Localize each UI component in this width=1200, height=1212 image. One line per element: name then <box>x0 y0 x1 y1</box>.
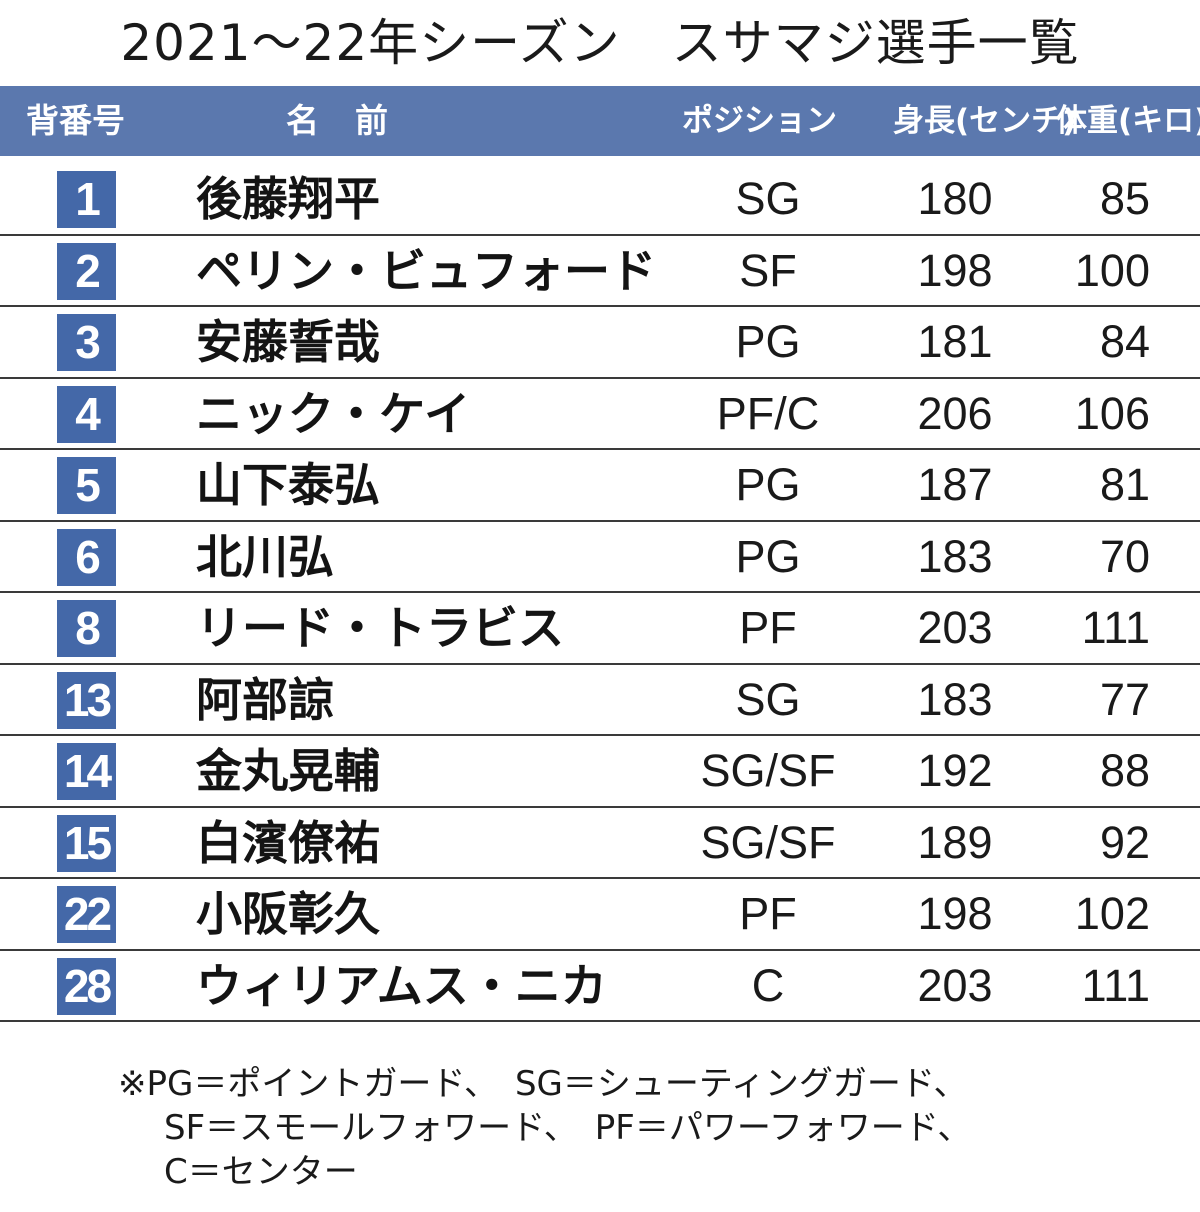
player-name: 白濱僚祐 <box>196 815 380 870</box>
table-row: 2 ペリン・ビュフォード SF 198 100 <box>0 236 1200 307</box>
player-position: SF <box>739 244 797 296</box>
player-height: 198 <box>917 244 993 296</box>
player-weight: 111 <box>1081 959 1150 1011</box>
legend-line-1: ※PG＝ポイントガード、 SG＝シューティングガード、 <box>118 1064 968 1104</box>
player-weight: 111 <box>1081 602 1150 653</box>
player-name: 後藤翔平 <box>196 172 380 226</box>
table-row: 4 ニック・ケイ PF/C 206 106 <box>0 379 1200 450</box>
jersey-number-badge: 4 <box>57 385 116 443</box>
player-height: 183 <box>917 673 993 725</box>
player-name: ニック・ケイ <box>196 386 471 441</box>
player-height: 180 <box>917 173 993 224</box>
player-height: 203 <box>917 602 993 653</box>
jersey-number-badge: 1 <box>57 171 116 228</box>
player-weight: 81 <box>1099 459 1150 510</box>
position-legend: ※PG＝ポイントガード、 SG＝シューティングガード、 SF＝スモールフォワード… <box>118 1062 971 1194</box>
column-header-height: 身長(センチ) <box>893 103 1077 139</box>
player-weight: 100 <box>1074 244 1150 296</box>
legend-line-2: SF＝スモールフォワード、 PF＝パワーフォワード、 <box>164 1108 972 1148</box>
column-header-number: 背番号 <box>26 101 125 140</box>
player-height: 187 <box>917 459 993 510</box>
jersey-number-badge: 13 <box>57 671 116 729</box>
player-name: 金丸晃輔 <box>196 744 380 798</box>
player-position: SG <box>735 173 801 224</box>
player-weight: 70 <box>1099 530 1150 582</box>
player-height: 206 <box>917 387 993 439</box>
table-row: 3 安藤誓哉 PG 181 84 <box>0 307 1200 379</box>
player-name: 北川弘 <box>196 529 334 584</box>
player-name: 小阪彰久 <box>196 887 380 941</box>
player-position: SG/SF <box>700 816 836 868</box>
player-weight: 85 <box>1099 173 1150 224</box>
table-row: 5 山下泰弘 PG 187 81 <box>0 450 1200 522</box>
player-height: 181 <box>917 316 993 367</box>
table-row: 14 金丸晃輔 SG/SF 192 88 <box>0 736 1200 808</box>
player-height: 198 <box>917 888 993 939</box>
table-row: 13 阿部諒 SG 183 77 <box>0 665 1200 736</box>
player-weight: 84 <box>1099 316 1150 367</box>
player-height: 192 <box>917 745 993 796</box>
player-position: PG <box>735 530 801 582</box>
jersey-number-badge: 8 <box>57 600 116 657</box>
table-row: 6 北川弘 PG 183 70 <box>0 522 1200 593</box>
player-weight: 106 <box>1074 387 1150 439</box>
player-weight: 92 <box>1099 816 1150 868</box>
jersey-number-badge: 3 <box>57 314 116 371</box>
jersey-number-badge: 14 <box>57 743 116 800</box>
player-name: 阿部諒 <box>196 672 334 727</box>
player-weight: 88 <box>1099 745 1150 796</box>
player-position: PF <box>739 888 797 939</box>
jersey-number-badge: 22 <box>57 886 116 943</box>
player-weight: 77 <box>1099 673 1150 725</box>
table-row: 1 後藤翔平 SG 180 85 <box>0 164 1200 236</box>
player-name: ウィリアムス・ニカ <box>196 958 607 1013</box>
table-row: 8 リード・トラビス PF 203 111 <box>0 593 1200 665</box>
player-height: 189 <box>917 816 993 868</box>
player-table: 1 後藤翔平 SG 180 85 2 ペリン・ビュフォード SF 198 100… <box>0 164 1200 1022</box>
column-header-weight: 体重(キロ) <box>1056 103 1200 139</box>
table-row: 28 ウィリアムス・ニカ C 203 111 <box>0 951 1200 1022</box>
player-position: PF <box>739 602 797 653</box>
player-name: リード・トラビス <box>196 601 564 655</box>
jersey-number-badge: 5 <box>57 457 116 514</box>
player-position: SG <box>735 673 801 725</box>
table-row: 15 白濱僚祐 SG/SF 189 92 <box>0 808 1200 879</box>
jersey-number-badge: 15 <box>57 814 116 872</box>
table-header: 背番号 名前 ポジション 身長(センチ) 体重(キロ) <box>0 86 1200 156</box>
player-position: PG <box>735 316 801 367</box>
player-name: 山下泰弘 <box>196 458 380 512</box>
jersey-number-badge: 28 <box>57 957 116 1015</box>
column-header-name: 名前 <box>286 101 424 140</box>
player-position: PF/C <box>716 387 820 439</box>
player-name: 安藤誓哉 <box>196 315 380 369</box>
jersey-number-badge: 6 <box>57 528 116 586</box>
jersey-number-badge: 2 <box>57 242 116 300</box>
player-height: 203 <box>917 959 993 1011</box>
player-position: PG <box>735 459 801 510</box>
player-name: ペリン・ビュフォード <box>196 243 656 298</box>
page-title: 2021～22年シーズン スサマジ選手一覧 <box>120 14 1080 72</box>
player-weight: 102 <box>1074 888 1150 939</box>
legend-line-3: C＝センター <box>164 1152 358 1192</box>
column-header-position: ポジション <box>682 103 837 139</box>
player-position: SG/SF <box>700 745 836 796</box>
player-height: 183 <box>917 530 993 582</box>
player-position: C <box>751 959 785 1011</box>
table-row: 22 小阪彰久 PF 198 102 <box>0 879 1200 951</box>
